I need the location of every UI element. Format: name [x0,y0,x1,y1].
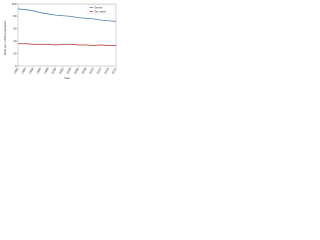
y-axis-label: Rate per 1,000 population [3,20,7,55]
x-tick-label: 2008 [81,67,88,75]
x-axis-label: Year [64,76,70,80]
plot-area [17,3,117,67]
y-tick-label: 40 [13,39,17,43]
chart: Rate per 1,000 population Year 0 20 40 60 80… [3,2,118,80]
y-tick-label: 0 [15,64,17,68]
x-tick-label: 1994 [28,67,35,75]
x-tick-label: 2012 [96,67,103,75]
y-tick-label: 80 [13,14,17,18]
x-tick-label: 1998 [43,67,50,75]
x-tick-label: 2000 [50,67,57,75]
x-tick-label: 2002 [58,67,65,75]
x-tick-label: 2004 [66,67,73,75]
legend-box [87,4,115,15]
x-tick-label: 1992 [20,67,27,75]
x-tick-label: 2006 [73,67,80,75]
x-tick-label: 1990 [13,67,20,75]
series-line [18,43,116,46]
x-tick-label: 1996 [35,67,42,75]
y-tick-label: 100 [11,2,16,6]
x-tick-label: 2010 [88,67,95,75]
x-tick-label: 2014 [103,67,110,75]
series-line [17,8,117,22]
x-tick-label: 2016 [111,67,118,75]
legend-label: Series [94,5,103,9]
y-tick-label: 60 [13,27,17,31]
legend-label: Tax rates [94,9,107,13]
y-tick-label: 20 [13,51,17,55]
